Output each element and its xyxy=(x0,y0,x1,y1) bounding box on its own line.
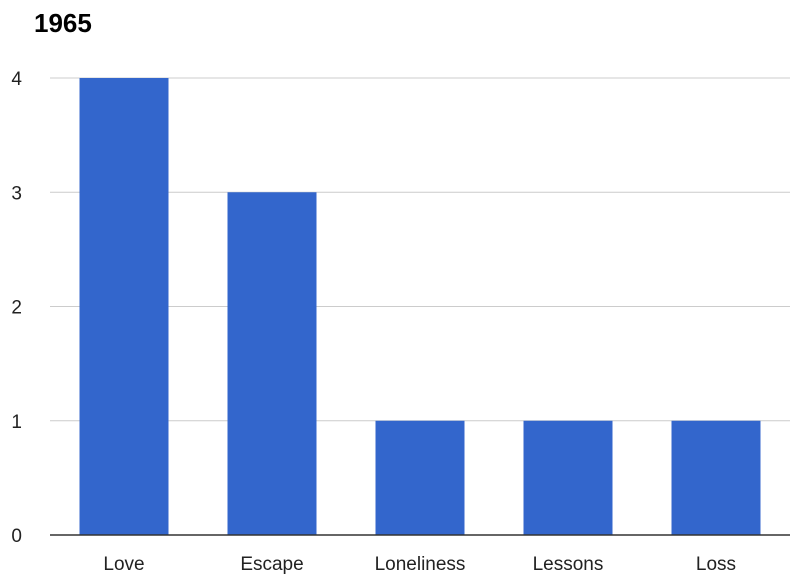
y-tick-label: 3 xyxy=(11,183,22,204)
y-tick-label: 2 xyxy=(11,298,22,319)
x-tick-label: Loneliness xyxy=(375,554,466,575)
x-tick-label: Lessons xyxy=(533,554,604,575)
y-tick-label: 1 xyxy=(11,412,22,433)
gridlines xyxy=(50,77,790,422)
y-tick-labels: 0 1 2 3 4 xyxy=(11,69,22,547)
bar xyxy=(227,192,317,535)
bar xyxy=(79,78,169,535)
bar xyxy=(375,420,465,535)
y-tick-label: 0 xyxy=(11,526,22,547)
bar xyxy=(671,420,761,535)
x-tick-label: Escape xyxy=(240,554,303,575)
chart-title: 1965 xyxy=(34,8,92,38)
x-tick-label: Loss xyxy=(696,554,736,575)
x-tick-label: Love xyxy=(103,554,144,575)
x-tick-labels: Love Escape Loneliness Lessons Loss xyxy=(103,554,736,575)
bars xyxy=(79,78,761,535)
y-tick-label: 4 xyxy=(11,69,22,90)
bar xyxy=(523,420,613,535)
